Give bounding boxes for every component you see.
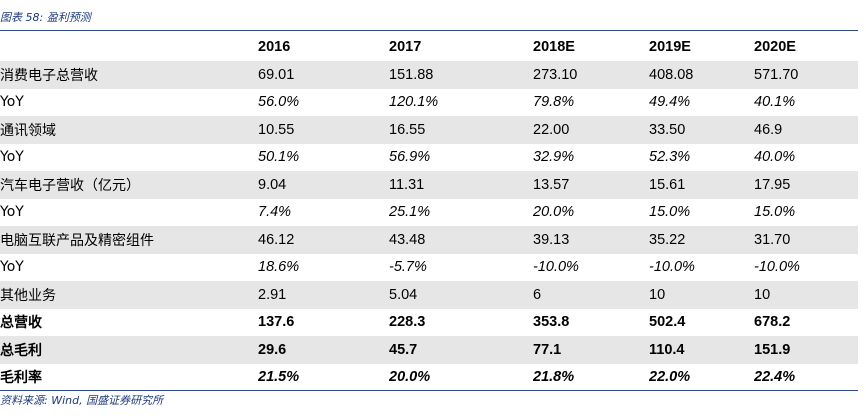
cell-2016: 2.91: [258, 281, 389, 309]
cell-2018e: 77.1: [533, 336, 649, 364]
cell-2018e: 353.8: [533, 314, 570, 331]
row-label: 其他业务: [0, 281, 258, 309]
header-cell-2019e: 2019E: [649, 39, 691, 55]
cell-2019e: 15.61: [649, 171, 754, 199]
cell-2018e: 13.57: [533, 171, 649, 199]
cell-2020e: 40.1%: [754, 94, 796, 111]
cell-2018e: -10.0%: [533, 259, 579, 276]
row-label: YoY: [0, 149, 24, 166]
cell-2017: 25.1%: [389, 204, 431, 221]
cell-2019e: 502.4: [649, 314, 686, 331]
cell-2018e: 79.8%: [533, 94, 575, 111]
cell-2020e: 151.9: [754, 336, 858, 364]
table-row: 总营收 137.6 228.3 353.8 502.4 678.2: [0, 309, 858, 337]
cell-2018e: 20.0%: [533, 204, 575, 221]
row-label: YoY: [0, 204, 24, 221]
table-row: 电脑互联产品及精密组件 46.12 43.48 39.13 35.22 31.70: [0, 226, 858, 254]
cell-2016: 21.5%: [258, 369, 300, 386]
header-cell-2017: 2017: [389, 39, 422, 55]
cell-2016: 137.6: [258, 314, 295, 331]
cell-2020e: 17.95: [754, 171, 858, 199]
source-note: 资料来源: Wind, 国盛证券研究所: [0, 394, 164, 407]
header-cell-2018e: 2018E: [533, 39, 575, 55]
cell-2016: 9.04: [258, 171, 389, 199]
cell-2020e: 571.70: [754, 61, 858, 89]
cell-2020e: 10: [754, 281, 858, 309]
earnings-forecast-table: 2016 2017 2018E 2019E 2020E 消费电子总营收 69.01…: [0, 33, 858, 391]
bottom-rule: [0, 390, 858, 391]
cell-2017: 11.31: [389, 171, 533, 199]
row-label: 电脑互联产品及精密组件: [0, 226, 258, 254]
row-label: 消费电子总营收: [0, 61, 258, 89]
table-row: YoY 18.6% -5.7% -10.0% -10.0% -10.0%: [0, 254, 858, 282]
cell-2017: 16.55: [389, 116, 533, 144]
cell-2018e: 39.13: [533, 226, 649, 254]
cell-2017: 228.3: [389, 314, 426, 331]
cell-2016: 7.4%: [258, 204, 292, 221]
row-label: YoY: [0, 259, 24, 276]
table-row: 总毛利 29.6 45.7 77.1 110.4 151.9: [0, 336, 858, 364]
cell-2017: 43.48: [389, 226, 533, 254]
cell-2019e: 10: [649, 281, 754, 309]
cell-2016: 10.55: [258, 116, 389, 144]
header-cell-2020e: 2020E: [754, 39, 796, 55]
cell-2016: 18.6%: [258, 259, 300, 276]
cell-2017: 151.88: [389, 61, 533, 89]
cell-2018e: 6: [533, 281, 649, 309]
cell-2019e: 22.0%: [649, 369, 691, 386]
cell-2018e: 32.9%: [533, 149, 575, 166]
cell-2020e: 40.0%: [754, 149, 796, 166]
table-row: 通讯领域 10.55 16.55 22.00 33.50 46.9: [0, 116, 858, 144]
cell-2020e: 31.70: [754, 226, 858, 254]
cell-2020e: 15.0%: [754, 204, 796, 221]
cell-2019e: 35.22: [649, 226, 754, 254]
row-label: 通讯领域: [0, 116, 258, 144]
cell-2017: 56.9%: [389, 149, 431, 166]
table-row: YoY 7.4% 25.1% 20.0% 15.0% 15.0%: [0, 199, 858, 227]
cell-2017: 120.1%: [389, 94, 439, 111]
cell-2019e: 49.4%: [649, 94, 691, 111]
cell-2019e: 408.08: [649, 61, 754, 89]
row-label: 毛利率: [0, 370, 42, 387]
cell-2018e: 273.10: [533, 61, 649, 89]
cell-2016: 50.1%: [258, 149, 300, 166]
cell-2016: 56.0%: [258, 94, 300, 111]
figure-caption: 图表 58: 盈利预测: [0, 11, 91, 24]
cell-2018e: 21.8%: [533, 369, 575, 386]
cell-2019e: 52.3%: [649, 149, 691, 166]
cell-2017: 5.04: [389, 281, 533, 309]
cell-2020e: 678.2: [754, 314, 791, 331]
cell-2020e: 22.4%: [754, 369, 796, 386]
header-cell-label: [0, 33, 258, 61]
row-label: 总营收: [0, 315, 42, 332]
cell-2016: 69.01: [258, 61, 389, 89]
table-row: 其他业务 2.91 5.04 6 10 10: [0, 281, 858, 309]
header-row: 2016 2017 2018E 2019E 2020E: [0, 33, 858, 61]
table-row: 汽车电子营收（亿元） 9.04 11.31 13.57 15.61 17.95: [0, 171, 858, 199]
top-rule: [0, 30, 858, 31]
cell-2019e: -10.0%: [649, 259, 695, 276]
header-cell-2016: 2016: [258, 39, 291, 55]
cell-2019e: 15.0%: [649, 204, 691, 221]
cell-2020e: -10.0%: [754, 259, 800, 276]
table-row: YoY 50.1% 56.9% 32.9% 52.3% 40.0%: [0, 144, 858, 172]
table-row: YoY 56.0% 120.1% 79.8% 49.4% 40.1%: [0, 89, 858, 117]
cell-2018e: 22.00: [533, 116, 649, 144]
cell-2016: 46.12: [258, 226, 389, 254]
table-row: 毛利率 21.5% 20.0% 21.8% 22.0% 22.4%: [0, 364, 858, 392]
row-label: YoY: [0, 94, 24, 111]
cell-2019e: 110.4: [649, 336, 754, 364]
cell-2016: 29.6: [258, 336, 389, 364]
cell-2019e: 33.50: [649, 116, 754, 144]
cell-2017: 45.7: [389, 336, 533, 364]
cell-2017: -5.7%: [389, 259, 427, 276]
cell-2020e: 46.9: [754, 116, 858, 144]
row-label: 总毛利: [0, 336, 258, 364]
cell-2017: 20.0%: [389, 369, 431, 386]
row-label: 汽车电子营收（亿元）: [0, 171, 258, 199]
table-row: 消费电子总营收 69.01 151.88 273.10 408.08 571.70: [0, 61, 858, 89]
